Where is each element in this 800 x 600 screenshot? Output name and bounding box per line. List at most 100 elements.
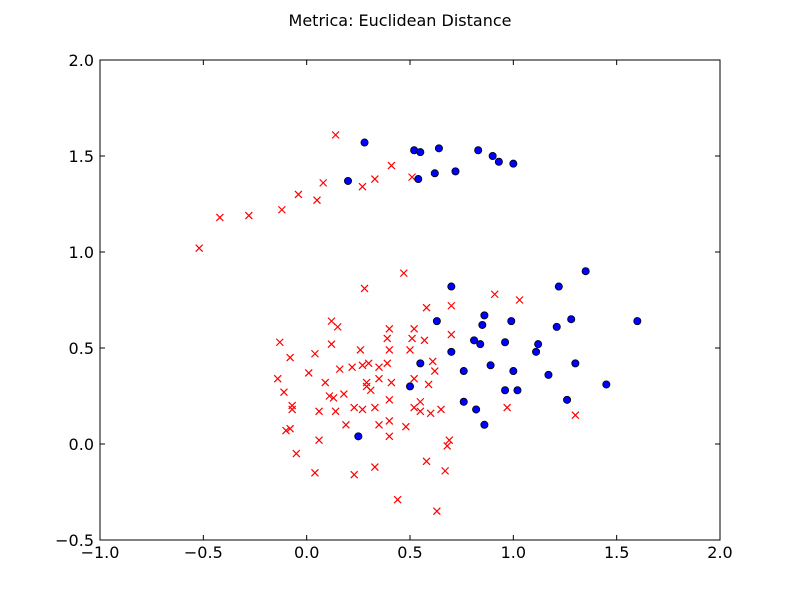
data-point-x-marker xyxy=(311,349,319,358)
data-point-x-marker xyxy=(304,369,313,377)
data-point-x-marker xyxy=(383,334,392,343)
data-point-x-marker xyxy=(325,392,334,400)
data-point-x-marker xyxy=(393,495,402,504)
data-point-circle-marker xyxy=(343,176,352,185)
data-point-x-marker xyxy=(294,190,303,199)
data-point-x-marker xyxy=(327,340,336,349)
data-point-circle-marker xyxy=(486,361,495,370)
data-point-x-marker xyxy=(370,175,379,183)
data-point-circle-marker xyxy=(434,144,443,153)
data-point-circle-marker xyxy=(416,359,425,368)
data-point-x-marker xyxy=(364,359,373,368)
data-point-x-marker xyxy=(490,290,499,299)
data-point-x-marker xyxy=(447,301,456,310)
x-tick-label: 0.5 xyxy=(397,543,422,562)
data-point-x-marker xyxy=(342,420,350,429)
chart-title: Metrica: Euclidean Distance xyxy=(289,11,512,30)
data-point-circle-marker xyxy=(513,386,522,395)
data-point-x-marker xyxy=(331,130,340,139)
data-point-x-marker xyxy=(358,405,367,414)
data-point-x-marker xyxy=(275,338,284,347)
data-point-x-marker xyxy=(408,334,416,343)
data-point-x-marker xyxy=(432,507,441,516)
data-point-x-marker xyxy=(348,363,357,372)
data-point-x-marker xyxy=(426,409,435,418)
data-point-x-marker xyxy=(292,449,301,458)
data-point-x-marker xyxy=(385,417,394,425)
data-point-circle-marker xyxy=(360,138,369,147)
data-point-circle-marker xyxy=(602,380,611,389)
data-point-x-marker xyxy=(311,468,319,477)
data-point-x-marker xyxy=(571,411,580,420)
x-tick-label: 1.5 xyxy=(604,543,629,562)
data-point-circle-marker xyxy=(478,320,487,329)
x-tick-label: −0.5 xyxy=(184,543,223,562)
data-point-x-marker xyxy=(333,322,342,331)
data-point-x-marker xyxy=(362,378,371,387)
data-point-x-marker xyxy=(370,463,379,471)
data-point-circle-marker xyxy=(507,317,516,326)
data-point-x-marker xyxy=(315,407,323,416)
data-point-x-marker xyxy=(385,345,394,354)
data-point-x-marker xyxy=(331,407,340,416)
data-point-circle-marker xyxy=(567,315,576,324)
data-point-x-marker xyxy=(401,422,410,431)
data-point-x-marker xyxy=(286,424,295,433)
data-point-x-marker xyxy=(375,374,383,383)
data-point-x-marker xyxy=(280,388,288,397)
data-point-circle-marker xyxy=(447,282,456,291)
data-point-x-marker xyxy=(443,441,452,450)
y-tick-label: 0.0 xyxy=(69,435,94,454)
data-point-circle-marker xyxy=(534,340,543,349)
data-point-x-marker xyxy=(410,324,419,333)
data-point-x-marker xyxy=(447,330,456,339)
data-point-circle-marker xyxy=(470,336,479,345)
data-point-circle-marker xyxy=(414,175,423,184)
data-point-circle-marker xyxy=(581,267,590,276)
data-point-circle-marker xyxy=(554,282,563,291)
data-point-x-marker xyxy=(387,378,396,387)
data-point-circle-marker xyxy=(633,317,642,326)
data-point-circle-marker xyxy=(501,386,510,395)
data-point-circle-marker xyxy=(416,148,425,157)
data-point-x-marker xyxy=(358,182,367,191)
data-point-x-marker xyxy=(428,357,437,366)
data-point-x-marker xyxy=(282,426,290,435)
data-point-circle-marker xyxy=(432,317,441,326)
data-point-x-marker xyxy=(422,457,431,466)
data-point-circle-marker xyxy=(451,167,460,176)
data-point-x-marker xyxy=(441,466,450,475)
data-point-x-marker xyxy=(327,317,336,326)
data-point-x-marker xyxy=(288,405,297,414)
data-point-x-marker xyxy=(385,432,394,441)
data-point-circle-marker xyxy=(488,151,497,160)
data-point-x-marker xyxy=(430,367,439,375)
data-point-x-marker xyxy=(329,393,338,402)
data-point-circle-marker xyxy=(354,432,363,441)
data-point-x-marker xyxy=(515,296,524,304)
y-tick-label: 1.5 xyxy=(69,147,94,166)
data-point-circle-marker xyxy=(552,322,561,331)
data-point-x-marker xyxy=(273,374,282,383)
data-point-circle-marker xyxy=(509,159,518,168)
data-point-x-marker xyxy=(420,336,429,345)
data-point-x-marker xyxy=(410,374,419,383)
data-point-x-marker xyxy=(356,345,365,354)
data-point-x-marker xyxy=(286,353,295,362)
data-point-circle-marker xyxy=(501,338,510,347)
y-tick-label: 1.0 xyxy=(69,243,94,262)
data-point-x-marker xyxy=(416,397,425,406)
data-point-x-marker xyxy=(445,436,454,445)
data-point-x-marker xyxy=(366,386,375,395)
data-point-x-marker xyxy=(350,470,359,479)
data-point-x-marker xyxy=(416,407,425,416)
data-point-x-marker xyxy=(335,365,344,374)
data-point-circle-marker xyxy=(474,146,483,155)
data-point-x-marker xyxy=(385,395,394,404)
data-point-x-marker xyxy=(385,324,394,333)
data-point-circle-marker xyxy=(472,405,481,414)
data-point-x-marker xyxy=(383,359,392,368)
data-point-x-marker xyxy=(375,363,383,372)
